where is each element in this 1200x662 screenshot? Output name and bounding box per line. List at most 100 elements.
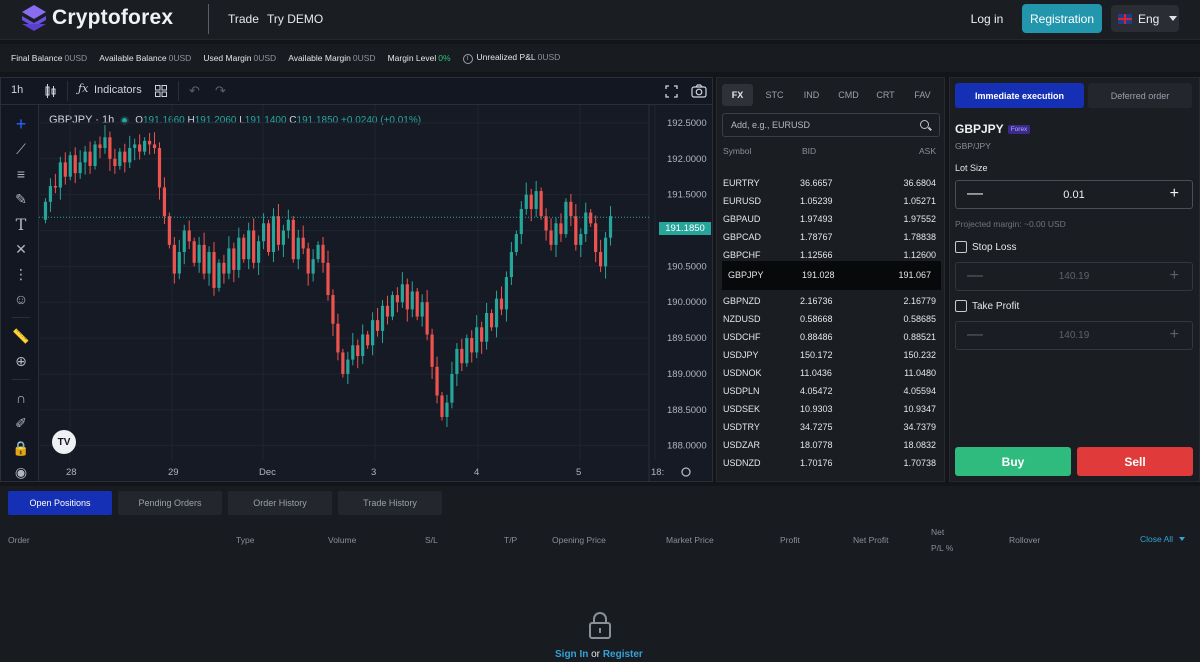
redo-icon[interactable]: ↷ bbox=[215, 83, 226, 98]
search-icon[interactable] bbox=[920, 120, 929, 129]
tab-open-positions[interactable]: Open Positions bbox=[8, 491, 112, 515]
candle-body bbox=[425, 302, 429, 335]
lot-size-value[interactable]: 0.01 bbox=[1063, 189, 1085, 201]
close-all-button[interactable]: Close All bbox=[1140, 534, 1186, 544]
tradingview-logo-icon[interactable]: TV bbox=[52, 430, 76, 454]
fullscreen-icon[interactable] bbox=[665, 85, 678, 98]
fib-lines-icon[interactable]: ≡ bbox=[16, 166, 26, 182]
row-symbol: GBPCHF bbox=[723, 250, 761, 260]
watchlist-row[interactable]: EURTRY 36.6657 36.6804 bbox=[722, 174, 940, 192]
forecast-icon[interactable]: ⋮ bbox=[14, 265, 28, 282]
nav-try-demo[interactable]: Try DEMO bbox=[267, 12, 324, 26]
interval-selector[interactable]: 1h bbox=[11, 84, 24, 96]
sell-button[interactable]: Sell bbox=[1077, 447, 1193, 476]
y-tick-label: 192.5000 bbox=[667, 118, 707, 129]
undo-icon[interactable]: ↶ bbox=[189, 83, 200, 98]
minus-icon[interactable]: — bbox=[967, 185, 983, 202]
watchlist-row[interactable]: GBPNZD 2.16736 2.16779 bbox=[722, 292, 940, 310]
lock-drawings-icon[interactable]: ✐ bbox=[15, 414, 27, 431]
tab-trade-history[interactable]: Trade History bbox=[338, 491, 442, 515]
buy-button[interactable]: Buy bbox=[955, 447, 1071, 476]
language-selector[interactable]: Eng bbox=[1111, 5, 1179, 32]
trend-line-icon[interactable]: ⟋ bbox=[16, 140, 26, 157]
checkbox-icon[interactable] bbox=[955, 241, 967, 253]
emoji-icon[interactable]: ☺ bbox=[13, 291, 29, 307]
watchlist-row[interactable]: USDSEK 10.9303 10.9347 bbox=[722, 400, 940, 418]
candle-body bbox=[143, 140, 147, 152]
forex-badge: Forex bbox=[1007, 124, 1031, 134]
eye-icon[interactable]: ◉ bbox=[14, 463, 28, 480]
language-label: Eng bbox=[1138, 11, 1160, 26]
col-market-price: Market Price bbox=[666, 535, 714, 545]
pattern-icon[interactable]: ✕ bbox=[15, 240, 27, 257]
tab-fx[interactable]: FX bbox=[722, 84, 753, 106]
login-button[interactable]: Log in bbox=[970, 11, 1004, 26]
register-link[interactable]: Register bbox=[602, 649, 643, 660]
candlestick-chart[interactable]: 192.5000192.0000191.5000191.0000190.5000… bbox=[39, 105, 712, 481]
take-profit-checkbox[interactable]: Take Profit bbox=[955, 300, 1019, 312]
lot-size-stepper[interactable]: — 0.01 + bbox=[955, 180, 1193, 209]
candle-body bbox=[316, 244, 320, 260]
camera-icon[interactable] bbox=[691, 84, 707, 98]
row-ask: 10.9347 bbox=[903, 404, 936, 414]
symbol-search-input[interactable]: Add, e.g., EURUSD bbox=[722, 113, 940, 137]
watchlist-row[interactable]: USDCHF 0.88486 0.88521 bbox=[722, 328, 940, 346]
tab-order-history[interactable]: Order History bbox=[228, 491, 332, 515]
minus-icon: — bbox=[967, 267, 983, 284]
watchlist-row[interactable]: GBPAUD 1.97493 1.97552 bbox=[722, 210, 940, 228]
registration-button[interactable]: Registration bbox=[1022, 4, 1102, 33]
col-net-profit: Net Profit bbox=[853, 535, 889, 545]
candle-body bbox=[534, 191, 538, 209]
col-opening-price: Opening Price bbox=[552, 535, 606, 545]
watchlist-row[interactable]: GBPCHF 1.12566 1.12600 bbox=[722, 246, 940, 264]
candle-body bbox=[187, 230, 191, 242]
candle-body bbox=[281, 230, 285, 245]
candle-type-icon[interactable] bbox=[44, 84, 56, 98]
candle-body bbox=[400, 284, 404, 303]
watchlist-row[interactable]: GBPCAD 1.78767 1.78838 bbox=[722, 228, 940, 246]
layout-grid-icon[interactable] bbox=[155, 85, 167, 97]
toolbar-divider bbox=[178, 81, 179, 101]
watchlist-row[interactable]: USDZAR 18.0778 18.0832 bbox=[722, 436, 940, 454]
tab-crt[interactable]: CRT bbox=[876, 90, 895, 100]
drawing-tools: + ⟋ ≡ ✎ T ✕ ⋮ ☺ 📏 ⊕ ∩ ✐ 🔒 ◉ bbox=[1, 105, 39, 481]
tab-cmd[interactable]: CMD bbox=[838, 90, 859, 100]
candle-body bbox=[217, 262, 221, 288]
x-tick-label: 4 bbox=[474, 467, 479, 478]
tab-ind[interactable]: IND bbox=[803, 90, 820, 100]
watchlist-row[interactable]: USDJPY 150.172 150.232 bbox=[722, 346, 940, 364]
margin-level: Margin Level 0% bbox=[387, 53, 451, 63]
ruler-icon[interactable]: 📏 bbox=[12, 327, 30, 344]
indicators-button[interactable]: Indicators bbox=[94, 84, 142, 96]
nav-trade[interactable]: Trade bbox=[228, 12, 259, 26]
logo[interactable]: Cryptoforex bbox=[22, 4, 173, 32]
magnet-icon[interactable]: ∩ bbox=[15, 390, 27, 406]
row-symbol: GBPNZD bbox=[723, 296, 761, 306]
watchlist-row[interactable]: USDPLN 4.05472 4.05594 bbox=[722, 382, 940, 400]
checkbox-icon[interactable] bbox=[955, 300, 967, 312]
watchlist-row[interactable]: NZDUSD 0.58668 0.58685 bbox=[722, 310, 940, 328]
crosshair-icon[interactable]: + bbox=[15, 113, 27, 134]
tab-deferred-order[interactable]: Deferred order bbox=[1088, 83, 1192, 108]
info-icon[interactable]: i bbox=[462, 53, 473, 64]
lock-icon[interactable]: 🔒 bbox=[12, 439, 30, 456]
sign-in-link[interactable]: Sign In bbox=[555, 649, 589, 660]
watchlist-row[interactable]: USDNZD 1.70176 1.70738 bbox=[722, 454, 940, 472]
watchlist-row[interactable]: USDTRY 34.7275 34.7379 bbox=[722, 418, 940, 436]
candle-body bbox=[98, 144, 102, 149]
zoom-in-icon[interactable]: ⊕ bbox=[15, 352, 27, 369]
watchlist-row[interactable]: USDNOK 11.0436 11.0480 bbox=[722, 364, 940, 382]
tab-pending-orders[interactable]: Pending Orders bbox=[118, 491, 222, 515]
row-ask: 11.0480 bbox=[904, 368, 936, 378]
brush-icon[interactable]: ✎ bbox=[15, 190, 27, 207]
plus-icon[interactable]: + bbox=[1169, 185, 1179, 202]
tab-stc[interactable]: STC bbox=[765, 90, 784, 100]
indicators-icon[interactable]: ƒx bbox=[78, 82, 89, 95]
watchlist-row[interactable]: EURUSD 1.05239 1.05271 bbox=[722, 192, 940, 210]
tab-immediate-execution[interactable]: Immediate execution bbox=[955, 83, 1084, 108]
tab-fav[interactable]: FAV bbox=[914, 90, 931, 100]
text-tool-icon[interactable]: T bbox=[15, 214, 27, 234]
watchlist-row-selected[interactable]: GBPJPY 191.028 191.067 bbox=[722, 261, 941, 290]
y-tick-label: 191.5000 bbox=[667, 190, 707, 201]
stop-loss-checkbox[interactable]: Stop Loss bbox=[955, 241, 1016, 253]
